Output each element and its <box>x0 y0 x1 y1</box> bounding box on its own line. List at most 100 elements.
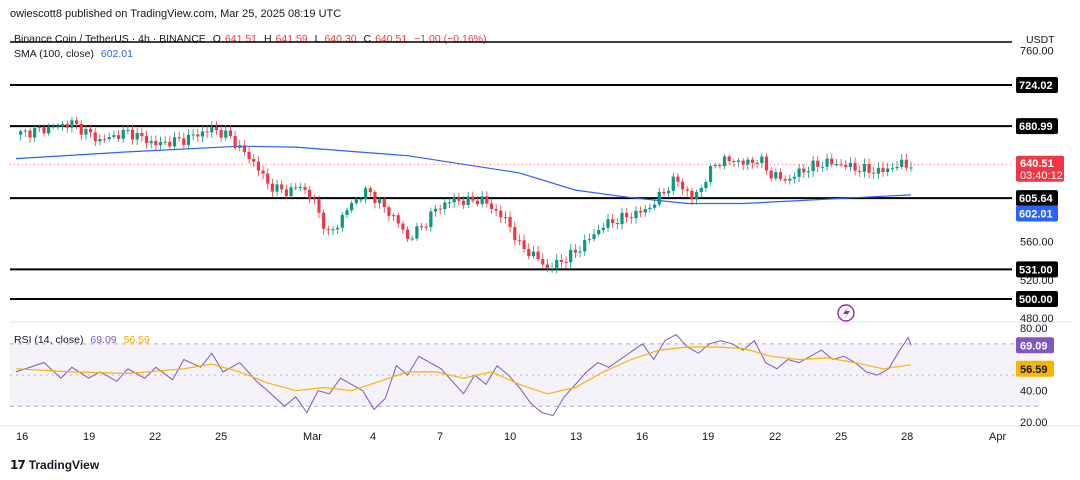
candle-body <box>685 189 689 191</box>
candle-body <box>233 136 237 148</box>
candle-body <box>760 156 764 164</box>
candle-body <box>47 126 51 134</box>
candle-body <box>680 181 685 190</box>
rsi-value: 69.09 <box>90 334 117 346</box>
candle-body <box>177 137 181 139</box>
candle-body <box>172 137 177 147</box>
candle-body <box>839 164 843 166</box>
sma-legend[interactable]: SMA (100, close) 602.01 <box>14 48 137 60</box>
level-label: 680.99 <box>1019 121 1053 133</box>
candle-body <box>531 251 536 257</box>
candle-body <box>252 159 256 162</box>
candle-body <box>228 130 233 137</box>
publisher-line: owiescott8 published on TradingView.com,… <box>10 8 342 20</box>
candle-body <box>806 171 811 173</box>
candle-body <box>65 124 69 128</box>
candle-body <box>121 129 125 139</box>
candle-body <box>489 203 494 209</box>
candle-body <box>900 159 904 167</box>
sma-label-box <box>1016 205 1058 222</box>
price-tick-label: 760.00 <box>1020 46 1054 58</box>
candle-body <box>433 208 438 212</box>
rsi-line <box>15 333 912 417</box>
last-price-box <box>1016 155 1064 182</box>
level-label: 724.02 <box>1019 80 1053 92</box>
candle-body <box>210 126 214 133</box>
candle-body <box>33 128 37 138</box>
candle-body <box>811 160 815 172</box>
candle-body <box>825 158 829 167</box>
candle-body <box>536 251 540 260</box>
candle-body <box>112 135 116 137</box>
time-tick-label: 7 <box>437 431 443 443</box>
time-tick-label: Apr <box>989 431 1006 443</box>
candle-body <box>466 196 470 205</box>
candle-body <box>359 199 363 201</box>
candle-body <box>503 217 508 219</box>
candle-body <box>517 240 522 242</box>
price-tick-label: 520.00 <box>1020 275 1054 287</box>
candle-body <box>130 129 135 140</box>
candle-body <box>750 159 755 163</box>
candle-body <box>410 238 414 240</box>
level-label-box <box>1016 190 1058 207</box>
time-tick-label: 16 <box>636 431 648 443</box>
candle-body <box>79 123 83 135</box>
candle-body <box>387 207 391 216</box>
candle-body <box>443 202 447 210</box>
candle-body <box>774 172 778 179</box>
candle-body <box>326 228 330 230</box>
candle-body <box>876 167 880 174</box>
time-tick-label: 25 <box>835 431 847 443</box>
candle-body <box>820 166 825 168</box>
candle-body <box>424 226 428 228</box>
candle-body <box>718 165 722 167</box>
candle-body <box>513 227 517 241</box>
sma-label: SMA (100, close) <box>14 48 94 60</box>
candle-body <box>19 131 23 135</box>
candle-body <box>475 200 480 205</box>
candle-body <box>345 210 349 215</box>
time-tick-label: 25 <box>215 431 227 443</box>
candle-body <box>336 227 340 230</box>
candle-body <box>219 130 223 138</box>
candle-body <box>289 187 293 196</box>
candle-body <box>550 268 554 270</box>
candle-body <box>527 248 531 257</box>
candle-body <box>746 159 750 165</box>
rsi-value-box <box>1016 337 1054 354</box>
candle-body <box>126 129 130 131</box>
level-label: 605.64 <box>1019 193 1054 205</box>
currency-label[interactable]: USDT <box>1026 34 1055 46</box>
candle-body <box>457 197 461 201</box>
candle-body <box>755 162 759 164</box>
candle-body <box>102 139 107 141</box>
candle-body <box>830 158 834 165</box>
candle-body <box>322 212 326 229</box>
candle-body <box>597 229 601 235</box>
candle-body <box>401 223 405 230</box>
candle-body <box>578 251 582 253</box>
candle-body <box>601 227 605 230</box>
candle-body <box>778 172 783 179</box>
alert-icon[interactable] <box>837 304 855 322</box>
candle-body <box>676 176 680 182</box>
candle-body <box>224 130 228 138</box>
candle-body <box>471 196 475 201</box>
candle-body <box>135 133 139 140</box>
level-label-box <box>1016 118 1058 135</box>
candle-body <box>56 126 60 128</box>
candle-body <box>890 168 894 170</box>
candle-body <box>461 200 466 205</box>
candle-body <box>844 165 848 168</box>
candle-body <box>364 188 368 200</box>
time-tick-label: 4 <box>370 431 376 443</box>
candle-body <box>140 133 144 137</box>
candle-body <box>238 145 242 148</box>
rsi-legend[interactable]: RSI (14, close) 69.09 56.59 <box>14 334 154 346</box>
sma-axis-label: 602.01 <box>1019 209 1053 221</box>
candle-body <box>415 226 419 239</box>
candle-body <box>583 240 587 252</box>
candle-body <box>704 182 708 188</box>
